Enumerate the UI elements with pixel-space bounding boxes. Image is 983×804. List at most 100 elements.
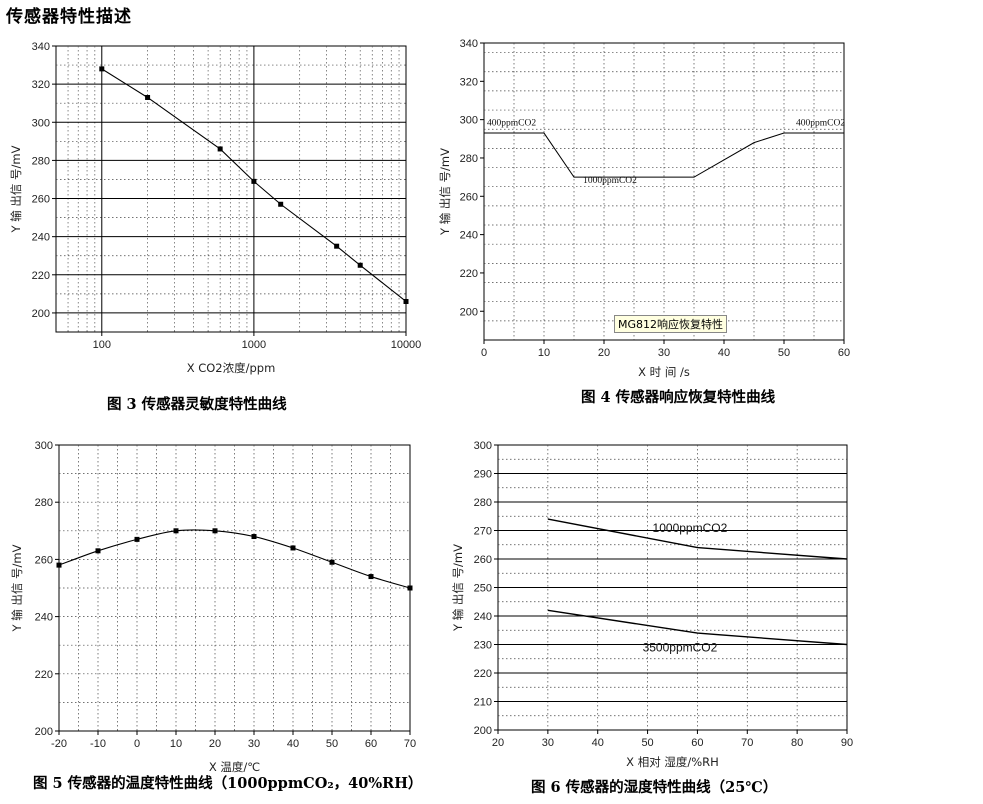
- annotation-400ppm-left: 400ppmCO2: [487, 118, 536, 128]
- y-tick-label: 240: [35, 612, 53, 624]
- y-tick-label: 200: [460, 306, 478, 318]
- response-caption: 图 4 传感器响应恢复特性曲线: [581, 389, 776, 406]
- plot-frame: [55, 45, 407, 333]
- response-note: MG812响应恢复特性: [614, 315, 728, 333]
- y-tick-label: 340: [460, 38, 478, 50]
- y-tick-label: 300: [32, 117, 50, 129]
- y-tick-label: 260: [460, 191, 478, 203]
- y-tick-label: 210: [474, 697, 492, 709]
- series-line: [484, 132, 844, 178]
- page-title: 传感器特性描述: [6, 7, 132, 27]
- y-tick-label: 300: [35, 440, 53, 452]
- x-tick-label: 0: [134, 738, 140, 750]
- data-point: [357, 262, 363, 268]
- y-tick-label: 260: [32, 194, 50, 206]
- data-point: [403, 298, 409, 304]
- humidity-caption: 图 6 传感器的湿度特性曲线（25℃）: [531, 779, 778, 796]
- x-tick-label: 60: [838, 347, 850, 359]
- data-point: [212, 528, 218, 534]
- data-point: [173, 528, 179, 534]
- data-point: [99, 66, 105, 72]
- y-tick-label: 320: [32, 79, 50, 91]
- data-point: [217, 146, 223, 152]
- data-point: [329, 559, 335, 565]
- x-tick-label: 20: [492, 737, 504, 749]
- data-point: [251, 178, 257, 184]
- x-axis-label: X 时 间 /s: [638, 365, 690, 379]
- x-tick-label: 40: [592, 737, 604, 749]
- series-line-1000ppmco2: [547, 518, 848, 560]
- x-tick-label: 80: [791, 737, 803, 749]
- data-point: [334, 243, 340, 249]
- x-tick-label: 20: [598, 347, 610, 359]
- y-tick-label: 200: [32, 308, 50, 320]
- series-label-3500ppm: 3500ppmCO2: [643, 641, 718, 655]
- x-tick-label: 0: [481, 347, 487, 359]
- data-point: [368, 574, 374, 580]
- series-line-3500ppmco2: [547, 609, 848, 646]
- y-tick-label: 290: [474, 469, 492, 481]
- x-tick-label: 20: [209, 738, 221, 750]
- x-tick-label: 10: [170, 738, 182, 750]
- y-tick-label: 240: [32, 232, 50, 244]
- data-point: [134, 536, 140, 542]
- x-tick-label: 10000: [391, 339, 422, 351]
- x-tick-label: 50: [641, 737, 653, 749]
- y-tick-label: 340: [32, 41, 50, 53]
- y-tick-label: 280: [32, 155, 50, 167]
- y-axis-label: Y 输 出信 号/mV: [9, 145, 23, 233]
- y-tick-label: 300: [474, 440, 492, 452]
- y-tick-label: 280: [474, 497, 492, 509]
- x-axis-label: X CO2浓度/ppm: [187, 361, 276, 375]
- x-tick-label: 60: [365, 738, 377, 750]
- y-tick-label: 220: [460, 268, 478, 280]
- y-tick-label: 240: [474, 611, 492, 623]
- x-tick-label: 1000: [242, 339, 266, 351]
- y-axis-label: Y 输 出信 号/mV: [451, 544, 465, 632]
- y-tick-label: 320: [460, 76, 478, 88]
- series-line: [101, 68, 407, 302]
- data-point: [56, 562, 62, 568]
- x-axis-label: X 温度/℃: [209, 760, 260, 774]
- y-tick-label: 280: [35, 497, 53, 509]
- series-line: [58, 529, 411, 589]
- x-tick-label: 50: [326, 738, 338, 750]
- data-point: [407, 585, 413, 591]
- x-tick-label: 30: [542, 737, 554, 749]
- x-tick-label: 40: [287, 738, 299, 750]
- data-point: [251, 534, 257, 540]
- x-axis-label: X 相对 湿度/%RH: [626, 755, 719, 769]
- x-tick-label: 40: [718, 347, 730, 359]
- data-point: [290, 545, 296, 551]
- x-tick-label: 100: [93, 339, 111, 351]
- x-tick-label: 30: [248, 738, 260, 750]
- y-tick-label: 300: [460, 115, 478, 127]
- x-tick-label: 30: [658, 347, 670, 359]
- sensitivity-caption: 图 3 传感器灵敏度特性曲线: [107, 396, 287, 413]
- y-tick-label: 260: [474, 554, 492, 566]
- y-tick-label: 260: [35, 554, 53, 566]
- x-tick-label: -10: [90, 738, 106, 750]
- annotation-1000ppm: 1000ppmCO2: [583, 176, 637, 186]
- series-label-1000ppm: 1000ppmCO2: [653, 521, 728, 535]
- data-point: [278, 201, 284, 207]
- x-tick-label: 70: [404, 738, 416, 750]
- data-point: [145, 94, 151, 100]
- y-axis-label: Y 输 出信 号/mV: [10, 544, 24, 632]
- y-tick-label: 200: [474, 725, 492, 737]
- y-tick-label: 250: [474, 583, 492, 595]
- y-axis-label: Y 输 出信 号/mV: [438, 148, 452, 236]
- y-tick-label: 220: [474, 668, 492, 680]
- temperature-caption: 图 5 传感器的温度特性曲线（1000ppmCO₂，40%RH）: [33, 775, 423, 792]
- y-tick-label: 220: [35, 669, 53, 681]
- y-tick-label: 230: [474, 640, 492, 652]
- y-tick-label: 220: [32, 270, 50, 282]
- y-tick-label: 270: [474, 526, 492, 538]
- y-tick-label: 240: [460, 230, 478, 242]
- x-tick-label: 50: [778, 347, 790, 359]
- y-tick-label: 280: [460, 153, 478, 165]
